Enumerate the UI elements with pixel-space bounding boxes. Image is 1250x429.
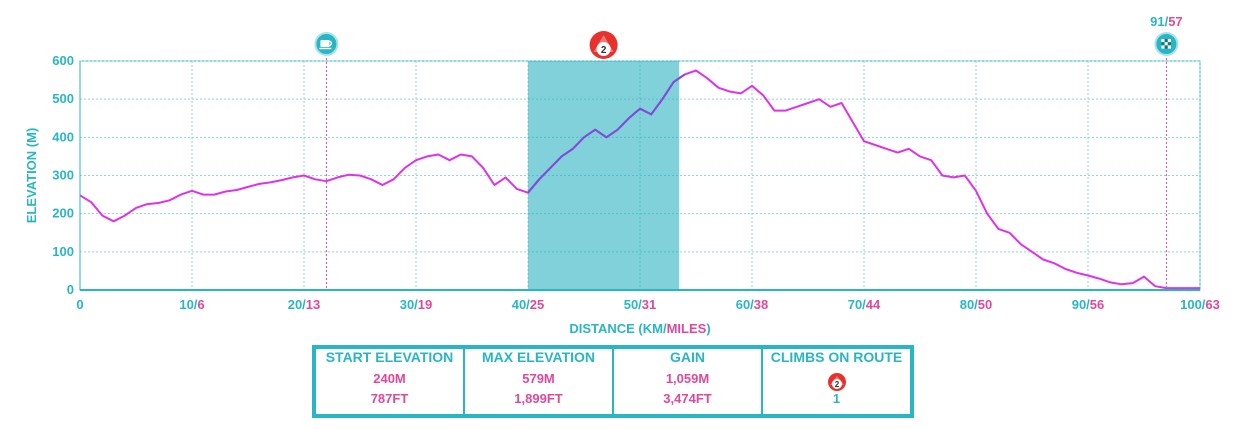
climb-badge-number: 2	[834, 380, 839, 389]
start-elevation-m: 240M	[373, 371, 406, 386]
climb-badge-inner	[596, 42, 611, 56]
start-elevation-cell: 240M 787FT	[314, 369, 465, 416]
x-tick-label: 10/6	[179, 297, 204, 312]
flag-square	[1164, 45, 1168, 49]
y-tick-label: 100	[52, 244, 74, 259]
chart-axes: 0 100 200 300 400 500 600 0 10/6 20/13 30/19 40/25 5…	[24, 53, 1220, 336]
x-tick-label: 70/44	[848, 297, 881, 312]
max-elevation-m: 579M	[522, 371, 555, 386]
x-tick-label: 40/25	[512, 297, 545, 312]
x-axis-label: DISTANCE (KM/MILES)	[569, 321, 710, 336]
x-tick-label: 30/19	[400, 297, 433, 312]
climb-badge-number: 2	[601, 45, 607, 56]
gain-header: GAIN	[612, 347, 763, 369]
flag-square	[1167, 39, 1171, 43]
flag-square	[1164, 42, 1168, 46]
route-markers: 2 91/57	[314, 14, 1183, 290]
x-tick-label: 80/50	[960, 297, 993, 312]
y-axis-label: ELEVATION (M)	[24, 128, 39, 224]
x-tick-label: 100/63	[1180, 297, 1220, 312]
climbs-on-route-header: CLIMBS ON ROUTE	[761, 347, 912, 369]
gain-cell: 1,059M 3,474FT	[612, 369, 763, 416]
start-elevation-ft: 787FT	[370, 391, 409, 406]
climb-layer	[528, 61, 680, 290]
max-elevation-cell: 579M 1,899FT	[463, 369, 614, 416]
elevation-profile	[79, 69, 1200, 290]
route-summary-table: START ELEVATION MAX ELEVATION GAIN CLIMB…	[312, 345, 914, 418]
flag-square	[1161, 42, 1165, 46]
mountain-climb-icon: 2	[589, 31, 618, 59]
flag-square	[1161, 39, 1165, 43]
checkered-flag-icon	[1154, 32, 1179, 56]
y-tick-label: 500	[52, 91, 74, 106]
finish-distance-label: 91/57	[1150, 14, 1183, 29]
y-tick-label: 0	[67, 282, 74, 297]
x-tick-label: 50/31	[624, 297, 657, 312]
flag-square	[1167, 42, 1171, 46]
max-elevation-header: MAX ELEVATION	[463, 347, 614, 369]
climb-count: 1	[832, 391, 841, 406]
mountain-climb-icon: 2	[827, 373, 846, 391]
flag-square	[1161, 45, 1165, 49]
x-tick-label: 20/13	[288, 297, 321, 312]
gain-ft: 3,474FT	[663, 391, 712, 406]
x-tick-label: 0	[76, 297, 83, 312]
y-tick-label: 600	[52, 53, 74, 68]
flag-square	[1164, 39, 1168, 43]
y-tick-label: 200	[52, 206, 74, 221]
coffee-cup-icon	[314, 32, 339, 56]
elevation-chart: 0 100 200 300 400 500 600 0 10/6 20/13 30/19 40/25 5…	[24, 14, 1220, 336]
y-tick-label: 400	[52, 129, 74, 144]
climbs-cell: 2 1	[761, 369, 912, 416]
cup-body	[320, 40, 330, 47]
x-tick-label: 60/38	[736, 297, 769, 312]
climb-segment-line	[527, 73, 686, 194]
cup-handle	[328, 40, 333, 47]
flag-square	[1167, 45, 1171, 49]
climb-highlight	[528, 61, 680, 290]
gain-m: 1,059M	[665, 371, 710, 386]
y-tick-label: 300	[52, 168, 74, 183]
x-tick-label: 90/56	[1072, 297, 1105, 312]
max-elevation-ft: 1,899FT	[514, 391, 563, 406]
start-elevation-header: START ELEVATION	[314, 347, 465, 369]
